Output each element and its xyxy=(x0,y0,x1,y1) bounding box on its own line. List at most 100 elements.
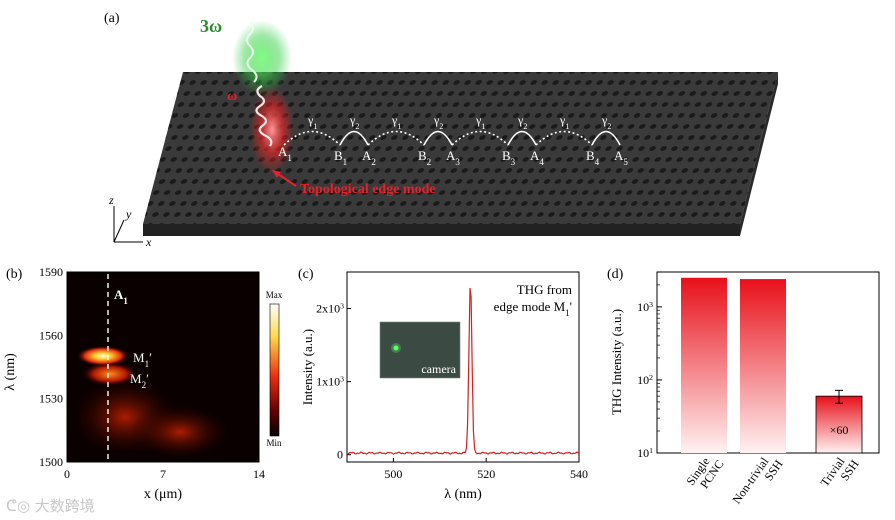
bar-series: ×60 xyxy=(681,277,863,454)
heatmap-x-ticks: 0 7 14 xyxy=(64,458,265,481)
heatmap-x-tick-label: 14 xyxy=(253,467,265,481)
gamma-index: 1 xyxy=(397,122,401,131)
heatmap-y-tick-label: 1500 xyxy=(39,455,63,469)
bar-y-tick-label-base: 10 xyxy=(637,373,649,387)
gamma-symbol: γ xyxy=(433,113,440,127)
bar xyxy=(815,395,863,454)
bar-y-tick-label-exponent: 3 xyxy=(649,299,653,308)
gamma-symbol: γ xyxy=(601,113,608,127)
hole-lattice xyxy=(143,72,778,224)
freq-omega-label: ω xyxy=(227,89,237,104)
bar-y-tick-label: 103 xyxy=(637,299,653,314)
site-label: B1 xyxy=(334,148,347,167)
red-wave-icon xyxy=(255,85,273,147)
gamma-symbol: γ xyxy=(517,113,524,127)
bar-y-tick-label-base: 10 xyxy=(637,300,649,314)
axis-z-label: z xyxy=(108,193,114,207)
heatmap-y-ticks: 1590 1560 1530 1500 xyxy=(39,265,71,469)
a1-label: A1 xyxy=(114,287,128,306)
coupling-arc xyxy=(451,130,509,146)
gamma-symbol: γ xyxy=(349,113,356,127)
green-emission-glow xyxy=(232,20,292,96)
site-label-index: 3 xyxy=(455,157,460,167)
site-label-letter: A xyxy=(278,144,288,159)
spectrum-legend-line2: edge mode M1' xyxy=(494,299,572,318)
gamma-index: 2 xyxy=(607,122,611,131)
colorbar xyxy=(269,303,280,437)
red-pump-glow xyxy=(250,86,294,174)
heatmap-x-axis-label: x (μm) xyxy=(144,487,183,502)
site-label-index: 2 xyxy=(427,157,432,167)
spectrum-x-tick-label: 520 xyxy=(477,467,495,481)
bar-y-tick-label-exponent: 2 xyxy=(649,372,653,381)
coupling-arc xyxy=(283,130,341,146)
gamma-symbol: γ xyxy=(475,113,482,127)
coupling-gamma-label: γ2 xyxy=(517,113,527,131)
heatmap-y-tick-label: 1560 xyxy=(39,328,63,342)
gamma-index: 2 xyxy=(439,122,443,131)
site-label: A2 xyxy=(362,148,376,167)
site-label-index: 1 xyxy=(287,153,292,163)
gamma-symbol: γ xyxy=(559,113,566,127)
site-label: B4 xyxy=(586,148,600,167)
slab-front-edge xyxy=(143,224,740,236)
site-label-index: 2 xyxy=(371,157,376,167)
spectrum-y-tick-label-base: 1x10 xyxy=(316,375,340,389)
coupling-arc xyxy=(507,130,537,146)
heatmap-y-axis-label: λ (nm) xyxy=(3,353,18,391)
gamma-index: 1 xyxy=(313,122,317,131)
mode-m2-label: M2′ xyxy=(130,371,149,390)
bar-category-label: Non-trivialSSH xyxy=(729,450,785,514)
site-label-letter: B xyxy=(334,148,343,163)
panel-b-figure: (b) A1 M1′ M2′ Max Min 1590156015301500 … xyxy=(3,265,283,502)
bar-y-tick-label: 101 xyxy=(637,446,653,461)
spectrum-y-tick-label-exponent: 3 xyxy=(340,374,344,383)
coupling-gamma-label: γ1 xyxy=(559,113,569,131)
watermark-logo: ᕦ◎ 大数跨境 xyxy=(6,497,95,515)
colorbar-min-label: Min xyxy=(266,438,282,448)
bar xyxy=(740,279,786,453)
site-label-index: 1 xyxy=(343,157,348,167)
spectrum-y-tick-label: 1x103 xyxy=(316,374,344,389)
site-label: B2 xyxy=(418,148,431,167)
spectrum-legend-line1: THG from xyxy=(517,282,572,297)
site-label: A3 xyxy=(446,148,460,167)
bar-y-tick-label-base: 10 xyxy=(637,446,649,460)
site-label-letter: A xyxy=(614,148,624,163)
panel-b-label: (b) xyxy=(6,267,23,282)
site-label-letter: B xyxy=(418,148,427,163)
bar-factor-label: ×60 xyxy=(830,423,849,437)
coupling-gamma-label: γ1 xyxy=(391,113,401,131)
panel-a-figure: (a) 3ω ω γ1 γ2 γ1 γ2 γ1 γ2 γ1 γ2 A1 B1 A2 B2 A3 B3 A4… xyxy=(104,11,778,249)
gamma-index: 2 xyxy=(523,122,527,131)
spectrum-x-axis-label: λ (nm) xyxy=(444,487,482,502)
heatmap-mode-m1 xyxy=(77,346,129,366)
gamma-index: 2 xyxy=(355,122,359,131)
coupling-arc xyxy=(591,130,621,146)
heatmap-x-tick-label: 7 xyxy=(160,467,166,481)
site-label-letter: A xyxy=(446,148,456,163)
coupling-gamma-label: γ2 xyxy=(433,113,443,131)
spectrum-line xyxy=(346,288,580,455)
edge-mode-arrowhead xyxy=(272,170,281,178)
bar-category-label-line1: Non-trivial xyxy=(729,454,771,506)
bar xyxy=(681,277,727,453)
coupling-arc xyxy=(423,130,453,146)
bar-y-tick-label: 102 xyxy=(637,372,653,387)
green-wave-icon xyxy=(246,21,258,83)
camera-inset-frame xyxy=(379,321,461,379)
site-labels: A1 B1 A2 B2 A3 B3 A4 B4 A5 xyxy=(278,144,628,167)
camera-spot-glow xyxy=(391,343,401,353)
spectrum-y-tick-label: 0 xyxy=(337,448,343,462)
heatmap-y-tick-label: 1590 xyxy=(39,265,63,279)
site-label-letter: B xyxy=(586,148,595,163)
heatmap-mode-m2 xyxy=(82,362,138,386)
gamma-symbol: γ xyxy=(307,113,314,127)
bar-category-labels: SinglePCNC Non-trivialSSH TrivialSSH xyxy=(683,450,861,514)
camera-inset xyxy=(380,322,460,378)
gamma-symbol: γ xyxy=(391,113,398,127)
heatmap-tail xyxy=(130,404,230,460)
